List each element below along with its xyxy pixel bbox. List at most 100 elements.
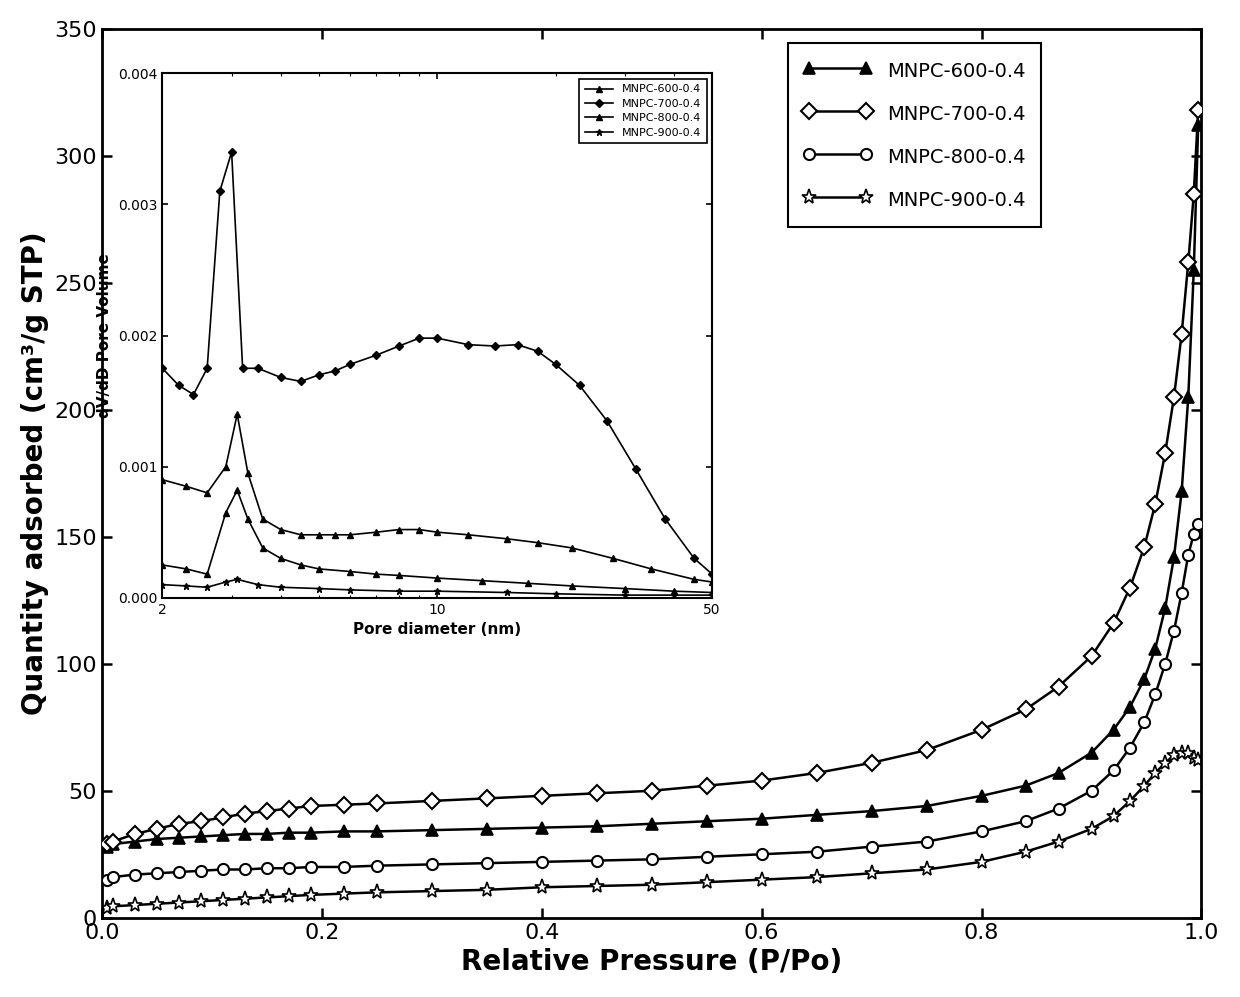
MNPC-600-0.4	[699, 816, 714, 828]
MNPC-700-0.4	[259, 806, 274, 818]
MNPC-800-0.4	[1106, 765, 1121, 777]
MNPC-700-0.4	[336, 799, 351, 811]
MNPC-600-0.4	[1018, 780, 1033, 792]
MNPC-900-0.4	[128, 899, 143, 911]
MNPC-600-0.4	[975, 790, 990, 802]
MNPC-700-0.4	[304, 800, 319, 812]
MNPC-700-0.4	[864, 757, 879, 769]
MNPC-600-0.4	[1180, 391, 1195, 403]
MNPC-800-0.4	[589, 854, 604, 866]
MNPC-600-0.4	[864, 806, 879, 818]
MNPC-800-0.4	[370, 859, 384, 871]
MNPC-600-0.4	[370, 826, 384, 837]
MNPC-700-0.4	[810, 767, 825, 779]
MNPC-900-0.4	[1190, 755, 1205, 767]
MNPC-700-0.4	[1190, 104, 1205, 116]
MNPC-600-0.4	[237, 828, 252, 839]
MNPC-700-0.4	[480, 793, 495, 805]
MNPC-800-0.4	[216, 863, 231, 875]
MNPC-800-0.4	[336, 861, 351, 873]
MNPC-900-0.4	[336, 887, 351, 899]
MNPC-700-0.4	[645, 785, 660, 797]
MNPC-800-0.4	[1174, 586, 1189, 598]
MNPC-800-0.4	[754, 848, 769, 860]
MNPC-900-0.4	[100, 901, 115, 913]
MNPC-800-0.4	[193, 864, 208, 876]
MNPC-600-0.4	[105, 838, 120, 850]
MNPC-600-0.4	[1167, 551, 1182, 563]
MNPC-700-0.4	[1174, 328, 1189, 340]
MNPC-600-0.4	[424, 825, 439, 836]
MNPC-800-0.4	[259, 862, 274, 874]
MNPC-900-0.4	[534, 881, 549, 893]
MNPC-700-0.4	[699, 780, 714, 792]
MNPC-800-0.4	[1187, 528, 1202, 540]
MNPC-700-0.4	[193, 816, 208, 828]
MNPC-600-0.4	[1084, 747, 1099, 759]
MNPC-600-0.4	[589, 821, 604, 832]
MNPC-800-0.4	[1148, 688, 1163, 700]
MNPC-800-0.4	[1158, 658, 1173, 670]
MNPC-900-0.4	[919, 863, 934, 875]
MNPC-800-0.4	[1180, 548, 1195, 560]
MNPC-700-0.4	[237, 808, 252, 820]
Line: MNPC-900-0.4: MNPC-900-0.4	[99, 745, 1205, 915]
MNPC-600-0.4	[645, 818, 660, 830]
MNPC-800-0.4	[237, 863, 252, 875]
MNPC-700-0.4	[1187, 188, 1202, 200]
MNPC-800-0.4	[480, 857, 495, 869]
MNPC-800-0.4	[1167, 625, 1182, 637]
MNPC-600-0.4	[810, 809, 825, 821]
MNPC-700-0.4	[754, 775, 769, 787]
MNPC-700-0.4	[1167, 391, 1182, 403]
MNPC-700-0.4	[424, 795, 439, 807]
MNPC-900-0.4	[1122, 795, 1137, 807]
MNPC-900-0.4	[1167, 749, 1182, 761]
MNPC-900-0.4	[1187, 752, 1202, 764]
MNPC-700-0.4	[1137, 541, 1152, 553]
X-axis label: Relative Pressure (P/Po): Relative Pressure (P/Po)	[461, 948, 842, 976]
MNPC-600-0.4	[534, 822, 549, 833]
MNPC-700-0.4	[1158, 447, 1173, 459]
MNPC-600-0.4	[216, 830, 231, 841]
MNPC-800-0.4	[171, 866, 186, 878]
MNPC-700-0.4	[281, 803, 296, 815]
MNPC-600-0.4	[919, 800, 934, 812]
MNPC-600-0.4	[480, 823, 495, 834]
MNPC-700-0.4	[975, 724, 990, 736]
MNPC-700-0.4	[1148, 498, 1163, 509]
MNPC-900-0.4	[149, 898, 164, 910]
MNPC-600-0.4	[1174, 486, 1189, 498]
MNPC-600-0.4	[1106, 724, 1121, 736]
MNPC-600-0.4	[281, 827, 296, 838]
MNPC-700-0.4	[1106, 617, 1121, 629]
MNPC-700-0.4	[171, 818, 186, 830]
MNPC-700-0.4	[1122, 581, 1137, 593]
MNPC-800-0.4	[424, 858, 439, 870]
MNPC-700-0.4	[149, 823, 164, 834]
MNPC-600-0.4	[1122, 701, 1137, 713]
MNPC-800-0.4	[645, 853, 660, 865]
MNPC-900-0.4	[589, 880, 604, 892]
MNPC-900-0.4	[1106, 811, 1121, 823]
MNPC-700-0.4	[1052, 681, 1066, 693]
MNPC-600-0.4	[259, 828, 274, 839]
MNPC-900-0.4	[216, 894, 231, 906]
Line: MNPC-800-0.4: MNPC-800-0.4	[102, 518, 1204, 885]
MNPC-900-0.4	[864, 867, 879, 879]
MNPC-600-0.4	[128, 835, 143, 847]
MNPC-600-0.4	[1052, 767, 1066, 779]
MNPC-800-0.4	[534, 855, 549, 867]
MNPC-700-0.4	[1084, 650, 1099, 662]
MNPC-900-0.4	[370, 886, 384, 898]
MNPC-800-0.4	[699, 850, 714, 862]
MNPC-900-0.4	[259, 891, 274, 903]
MNPC-600-0.4	[171, 831, 186, 843]
MNPC-800-0.4	[810, 845, 825, 857]
MNPC-900-0.4	[810, 871, 825, 883]
MNPC-900-0.4	[193, 895, 208, 907]
MNPC-700-0.4	[919, 744, 934, 756]
MNPC-600-0.4	[1158, 602, 1173, 614]
Y-axis label: Quantity adsorbed (cm³/g STP): Quantity adsorbed (cm³/g STP)	[21, 231, 48, 715]
MNPC-600-0.4	[100, 840, 115, 852]
